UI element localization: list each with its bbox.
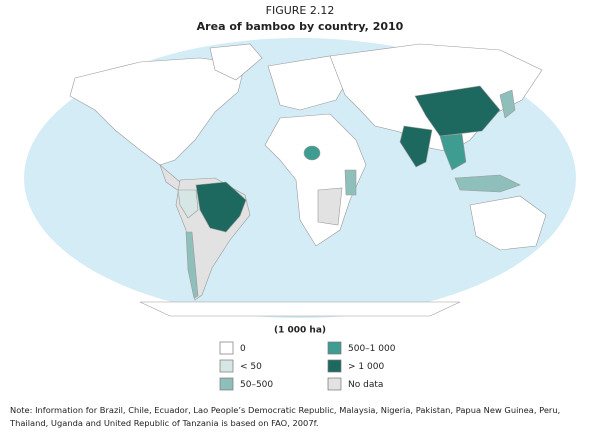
peru [177,189,199,219]
legend-label: < 50 [240,362,262,372]
chile [185,231,199,299]
note: Note: Information for Brazil, Chile, Ecu… [10,405,561,428]
figure-title: Area of bamboo by country, 2010 [197,20,404,33]
antarctica [139,301,461,317]
india [399,125,433,168]
map-figure: FIGURE 2.12 Area of bamboo by country, 2… [24,4,576,391]
australia [469,195,547,251]
world-map [69,43,547,317]
legend: 0 < 50 50–500 500–1 000 > 1 000 No data [219,341,396,391]
legend-swatch [219,359,234,373]
china [414,85,501,137]
legend-label: No data [348,380,383,390]
legend-title: (1 000 ha) [274,326,326,336]
nigeria [303,145,321,161]
legend-swatch [327,341,342,355]
north-america [69,57,246,166]
legend-label: 500–1 000 [348,344,396,354]
figure-number: FIGURE 2.12 [266,4,335,17]
legend-label: 50–500 [240,380,273,390]
indonesia [454,174,521,193]
brazil [195,181,247,233]
legend-swatch [327,377,342,391]
legend-swatch [219,377,234,391]
greenland [209,43,263,81]
legend-label: > 1 000 [348,362,384,372]
southern-africa [317,187,343,226]
africa [264,113,367,247]
legend-swatch [327,359,342,373]
legend-label: 0 [240,344,246,354]
east-africa [344,169,357,196]
japan [499,89,516,119]
southeast-asia [439,133,467,171]
legend-swatch [219,341,234,355]
